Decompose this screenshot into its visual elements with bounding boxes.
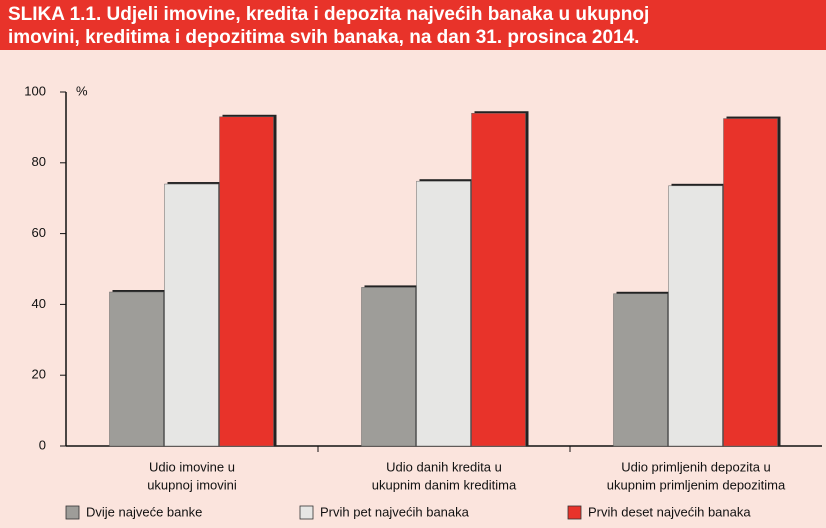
title-line: SLIKA 1.1. Udjeli imovine, kredita i dep…: [8, 4, 650, 25]
legend-swatch: [299, 505, 314, 520]
x-tick-label: Udio imovine u: [149, 459, 235, 474]
bar: [416, 180, 471, 447]
title-line: imovini, kreditima i depozitima svih ban…: [8, 27, 640, 48]
x-tick-label: ukupnim danim kreditima: [372, 477, 517, 492]
y-tick-label: 60: [32, 225, 46, 240]
bar: [471, 112, 526, 447]
y-tick-label: 40: [32, 296, 46, 311]
legend-swatch: [65, 505, 80, 520]
chart: 0 20 40 60 80 100 % Udio imovine u ukupnoj imovi…: [24, 83, 822, 520]
y-tick-label: 20: [32, 367, 46, 382]
bar: [723, 118, 778, 447]
legend-label: Prvih pet najvećih banaka: [320, 504, 470, 519]
bar: [219, 116, 274, 447]
x-tick-label: ukupnoj imovini: [147, 477, 237, 492]
x-tick-label: Udio primljenih depozita u: [621, 459, 771, 474]
bar: [361, 287, 416, 447]
bar: [613, 293, 668, 447]
x-tick-label: ukupnim primljenim depozitima: [607, 477, 786, 492]
legend-label: Dvije najveće banke: [86, 504, 202, 519]
bar: [164, 183, 219, 447]
legend-label: Prvih deset najvećih banaka: [588, 504, 751, 519]
y-tick-label: 100: [24, 83, 46, 98]
x-tick-label: Udio danih kredita u: [386, 459, 502, 474]
y-tick-label: 0: [39, 437, 46, 452]
bar: [109, 291, 164, 447]
legend-swatch: [567, 505, 582, 520]
chart-title: SLIKA 1.1. Udjeli imovine, kredita i dep…: [0, 0, 826, 50]
bar: [668, 185, 723, 447]
y-unit: %: [76, 83, 88, 98]
y-tick-label: 80: [32, 154, 46, 169]
